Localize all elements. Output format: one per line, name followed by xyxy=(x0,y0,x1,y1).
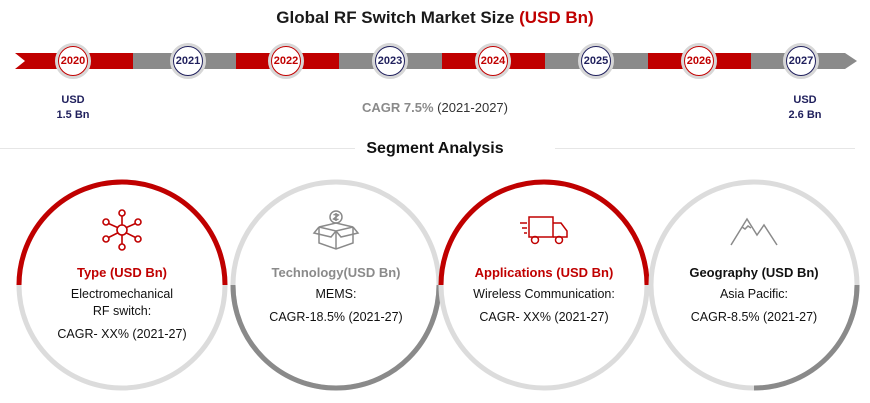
title-unit: (USD Bn) xyxy=(519,8,594,27)
timeline-arrow-icon xyxy=(845,53,857,69)
money-box-icon xyxy=(312,210,360,250)
segment-title: Type (USD Bn) xyxy=(76,265,168,280)
divider-right xyxy=(555,148,855,149)
year-marker: 2022 xyxy=(268,43,304,79)
segment-title: Applications (USD Bn) xyxy=(474,265,614,280)
year-marker: 2025 xyxy=(578,43,614,79)
cagr-period: (2021-2027) xyxy=(437,100,508,115)
year-marker: 2023 xyxy=(372,43,408,79)
start-value: USD 1.5 Bn xyxy=(56,94,90,121)
segment-cagr: CAGR-18.5% (2021-27) xyxy=(269,310,403,324)
segment-analysis-title: Segment Analysis xyxy=(366,140,504,157)
segment-card-applications: Applications (USD Bn) Wireless Communica… xyxy=(436,177,652,393)
mountains-icon xyxy=(730,217,778,246)
year-marker: 2024 xyxy=(475,43,511,79)
segment-cagr: CAGR-8.5% (2021-27) xyxy=(690,310,818,324)
segment-card-technology: Technology(USD Bn) MEMS: CAGR-18.5% (202… xyxy=(228,177,444,393)
title-main: Global RF Switch Market Size xyxy=(276,8,515,27)
timeline-bar xyxy=(15,53,857,69)
end-value: USD 2.6 Bn xyxy=(788,94,822,121)
segment-ring xyxy=(438,179,650,391)
segment-card-type: Type (USD Bn) Electromechanical RF switc… xyxy=(14,177,230,393)
page-title: Global RF Switch Market Size (USD Bn) xyxy=(0,8,870,28)
year-marker: 2026 xyxy=(681,43,717,79)
segment-cagr: CAGR- XX% (2021-27) xyxy=(57,327,187,341)
cagr-label: CAGR 7.5% xyxy=(362,100,434,115)
year-marker: 2027 xyxy=(783,43,819,79)
delivery-truck-icon xyxy=(520,216,568,245)
divider-left xyxy=(0,148,355,149)
segment-ring xyxy=(648,179,860,391)
timeline-notch xyxy=(15,53,25,69)
segment-title: Geography (USD Bn) xyxy=(689,265,819,280)
year-marker: 2020 xyxy=(55,43,91,79)
segment-title: Technology(USD Bn) xyxy=(271,265,401,280)
segment-ring xyxy=(16,179,228,391)
segment-card-geography: Geography (USD Bn) Asia Pacific: CAGR-8.… xyxy=(646,177,862,393)
segment-cagr: CAGR- XX% (2021-27) xyxy=(479,310,609,324)
cagr-text: CAGR 7.5% (2021-2027) xyxy=(0,100,870,115)
network-nodes-icon xyxy=(102,209,142,251)
year-marker: 2021 xyxy=(170,43,206,79)
